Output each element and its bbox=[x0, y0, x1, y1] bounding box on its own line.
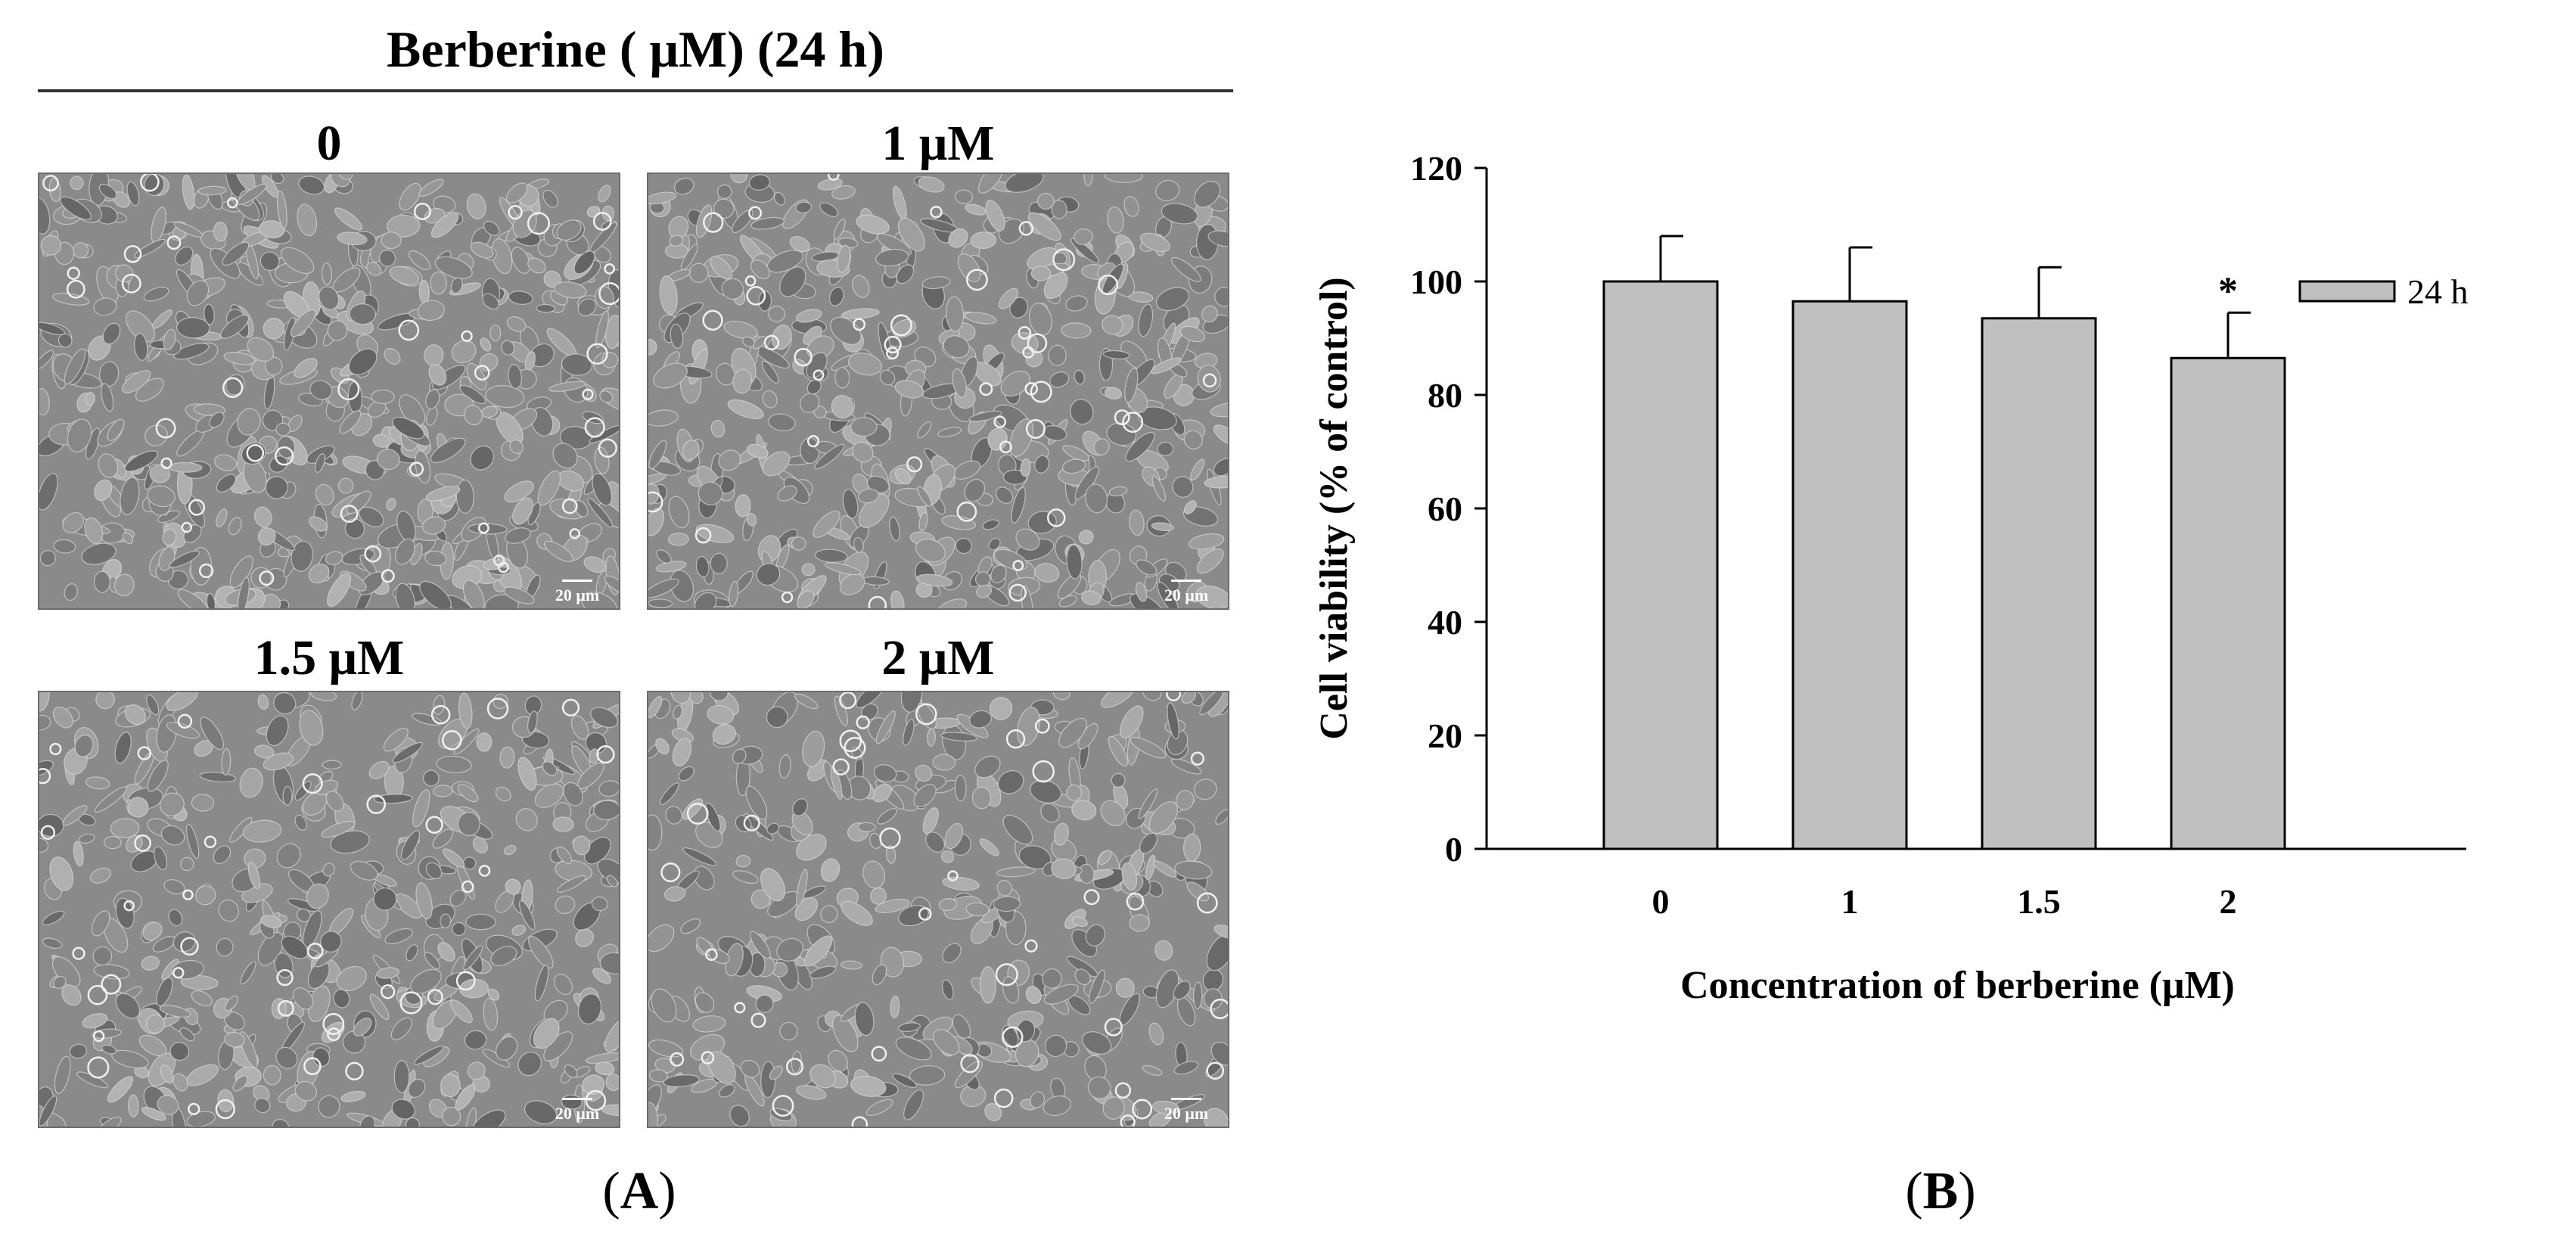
x-axis-title: Concentration of berberine (μM) bbox=[1680, 964, 2235, 1007]
scale-bar-label: 20 μm bbox=[1164, 1104, 1208, 1123]
micrograph-0: 20 μm bbox=[38, 172, 620, 610]
x-tick-label: 2 bbox=[2220, 882, 2237, 921]
bar bbox=[2170, 356, 2286, 850]
image-label-2: 1.5 μM bbox=[253, 630, 405, 685]
significance-marker: * bbox=[2218, 269, 2238, 312]
y-tick-label: 20 bbox=[1428, 716, 1462, 755]
panel-b-letter: (B) bbox=[1905, 1162, 1976, 1220]
x-tick-label: 1 bbox=[1841, 882, 1859, 921]
scale-bar-label: 20 μm bbox=[555, 586, 599, 605]
image-label-0: 0 bbox=[316, 116, 342, 171]
scale-bar-label: 20 μm bbox=[1164, 586, 1208, 605]
y-axis-title: Cell viability (% of control) bbox=[1313, 277, 1356, 739]
y-tick-label: 0 bbox=[1445, 830, 1462, 869]
bar bbox=[1981, 317, 2097, 850]
x-tick-label: 0 bbox=[1652, 882, 1670, 921]
image-label-3: 2 μM bbox=[881, 630, 995, 685]
panel-a-divider bbox=[38, 89, 1233, 92]
micrograph-1: 20 μm bbox=[647, 172, 1229, 610]
image-label-1: 1 μM bbox=[881, 116, 995, 171]
legend-swatch bbox=[2298, 280, 2396, 303]
y-tick-label: 120 bbox=[1410, 149, 1462, 188]
x-tick-label: 1.5 bbox=[2017, 882, 2061, 921]
bar-chart: 0 20 40 60 80 100 120 0 1 1.5 2 * Concentration of b… bbox=[1313, 149, 2469, 1007]
y-tick-label: 60 bbox=[1428, 490, 1462, 528]
legend-label: 24 h bbox=[2407, 272, 2469, 311]
y-tick-label: 40 bbox=[1428, 603, 1462, 642]
micrograph-2: 20 μm bbox=[38, 691, 620, 1128]
bar bbox=[1602, 280, 1719, 850]
micrograph-3: 20 μm bbox=[647, 691, 1229, 1128]
bar bbox=[1791, 300, 1908, 850]
scale-bar-label: 20 μm bbox=[555, 1104, 599, 1123]
panel-a-letter: (A) bbox=[602, 1162, 676, 1220]
y-tick-label: 100 bbox=[1410, 263, 1462, 301]
panel-a-title: Berberine ( μM) (24 h) bbox=[387, 20, 884, 78]
y-tick-label: 80 bbox=[1428, 376, 1462, 415]
